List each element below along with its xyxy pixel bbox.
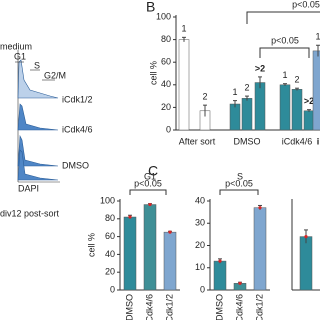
x-tick-label: DMSO bbox=[234, 136, 261, 146]
x-tick-label: After sort bbox=[179, 136, 216, 146]
bar-label: 1 bbox=[181, 24, 186, 34]
y-tick-label: 0 bbox=[166, 124, 171, 134]
bar bbox=[312, 50, 320, 131]
bar bbox=[253, 207, 267, 291]
x-tick-label: iCdk4/6 bbox=[282, 136, 313, 146]
x-tick-label: iCdk4/6 bbox=[144, 294, 154, 320]
y-tick-label: 40 bbox=[195, 195, 205, 205]
bracket bbox=[246, 11, 320, 24]
y-tick-label: 0 bbox=[110, 284, 115, 294]
histograms bbox=[15, 50, 60, 183]
x-tick-label: DMSO bbox=[124, 294, 134, 320]
bar-label: 1 bbox=[315, 32, 320, 42]
error-dot bbox=[218, 259, 222, 263]
error-dot bbox=[238, 281, 242, 285]
bar bbox=[123, 216, 137, 291]
annotation: p<0.05 bbox=[134, 178, 162, 188]
bar-label: 2 bbox=[202, 92, 207, 102]
bracket bbox=[259, 47, 310, 58]
label: iCdk1/2 bbox=[62, 94, 93, 104]
bar bbox=[299, 236, 313, 291]
bracket bbox=[129, 189, 167, 195]
panel-letter: B bbox=[146, 0, 155, 15]
y-tick-label: 80 bbox=[161, 34, 171, 44]
error-dot bbox=[128, 215, 132, 219]
label: medium bbox=[0, 41, 32, 51]
bar bbox=[229, 103, 241, 131]
bar bbox=[163, 231, 177, 291]
y-tick-label: 30 bbox=[195, 218, 205, 228]
label: div12 post-sort bbox=[0, 208, 60, 218]
x-tick-label: iCdk1/2 bbox=[254, 294, 264, 320]
annotation: p<0.05 bbox=[225, 178, 253, 188]
bar-label: 2 bbox=[294, 75, 299, 85]
bar-label: >2 bbox=[255, 63, 265, 73]
label: iCdk4/6 bbox=[62, 124, 93, 134]
x-tick-label: iCdk4/6 bbox=[234, 294, 244, 320]
bar-label: 1 bbox=[282, 70, 287, 80]
label: DAPI bbox=[18, 183, 39, 193]
x-tick-label: DMSO bbox=[214, 294, 224, 320]
y-tick-label: 80 bbox=[105, 213, 115, 223]
y-axis-label: cell % bbox=[86, 233, 96, 257]
label: G1 bbox=[14, 51, 26, 61]
y-tick-label: 20 bbox=[161, 102, 171, 112]
error-dot bbox=[148, 202, 152, 207]
bar bbox=[291, 89, 303, 131]
bar bbox=[279, 84, 291, 131]
bar-label: 2 bbox=[244, 82, 249, 92]
panel-letter: C bbox=[148, 163, 158, 179]
y-tick-label: 10 bbox=[195, 262, 205, 272]
bar-label: >2 bbox=[304, 96, 314, 106]
x-tick-label: i bbox=[317, 136, 320, 146]
y-tick-label: 20 bbox=[195, 240, 205, 250]
y-tick-label: 100 bbox=[156, 11, 171, 21]
y-tick-label: 0 bbox=[200, 284, 205, 294]
bar bbox=[213, 260, 227, 291]
error-dot bbox=[258, 206, 262, 210]
chart-title: G1 bbox=[144, 171, 156, 181]
label: DMSO bbox=[62, 160, 89, 170]
y-axis-label: cell % bbox=[148, 61, 158, 85]
label: S bbox=[34, 60, 40, 70]
y-tick-label: 60 bbox=[161, 57, 171, 67]
annotation: p<0.05 bbox=[271, 35, 299, 45]
chart-title: S bbox=[237, 171, 243, 181]
y-tick-label: 40 bbox=[161, 79, 171, 89]
bar bbox=[241, 98, 253, 131]
error-dot bbox=[304, 235, 308, 239]
y-tick-label: 20 bbox=[105, 267, 115, 277]
bar bbox=[178, 39, 190, 131]
annotation: p<0.05 bbox=[292, 0, 320, 9]
bar bbox=[143, 204, 157, 291]
error-dot bbox=[168, 230, 172, 234]
x-tick-label: iCdk1/2 bbox=[164, 294, 174, 320]
label: G2/M bbox=[44, 70, 66, 80]
bar bbox=[254, 82, 266, 131]
y-tick-label: 100 bbox=[100, 195, 115, 205]
bar-label: 1 bbox=[232, 87, 237, 97]
y-tick-label: 60 bbox=[105, 231, 115, 241]
y-tick-label: 40 bbox=[105, 249, 115, 259]
bar bbox=[303, 110, 315, 131]
bracket bbox=[219, 189, 259, 195]
